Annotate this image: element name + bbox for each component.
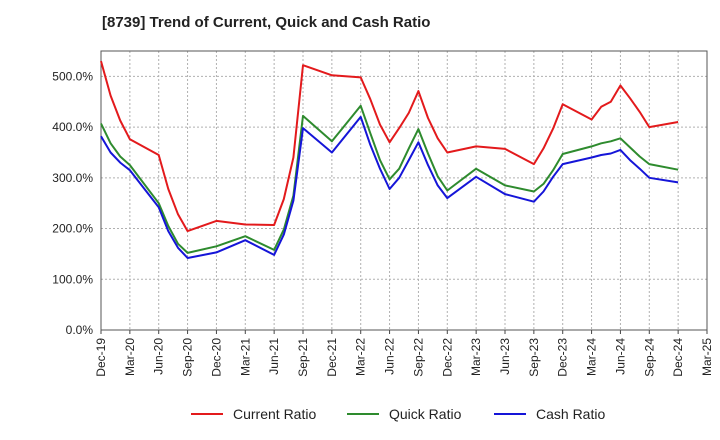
x-tick-label: Mar-23 — [469, 338, 483, 376]
y-tick-label: 300.0% — [52, 171, 93, 185]
x-tick-label: Jun-21 — [267, 338, 281, 375]
x-tick-label: Dec-24 — [671, 338, 685, 377]
x-tick-label: Dec-23 — [556, 338, 570, 377]
x-tick-label: Sep-21 — [296, 338, 310, 377]
x-tick-label: Jun-23 — [498, 338, 512, 375]
legend-label-quick-ratio: Quick Ratio — [389, 406, 462, 422]
x-tick-label: Jun-20 — [152, 338, 166, 375]
legend-label-current-ratio: Current Ratio — [233, 406, 316, 422]
series-lines — [100, 60, 679, 259]
legend-label-cash-ratio: Cash Ratio — [536, 406, 605, 422]
y-tick-label: 200.0% — [52, 222, 93, 236]
x-axis-tick-labels: Dec-19 Mar-20 Jun-20 Sep-20 Dec-20 Mar-21 Jun-… — [94, 338, 714, 377]
x-tick-label: Mar-25 — [700, 338, 714, 376]
plot-frame — [100, 50, 708, 331]
series-line-quick-ratio — [100, 104, 679, 254]
x-tick-label: Mar-22 — [354, 338, 368, 376]
y-tick-label: 0.0% — [66, 323, 94, 337]
y-tick-label: 100.0% — [52, 272, 93, 286]
x-tick-label: Dec-19 — [94, 338, 108, 377]
y-tick-label: 500.0% — [52, 69, 93, 83]
grid-lines — [101, 51, 707, 330]
x-tick-label: Sep-23 — [527, 338, 541, 377]
x-tick-label: Dec-21 — [325, 338, 339, 377]
x-tick-label: Sep-22 — [411, 338, 425, 377]
x-tick-label: Jun-22 — [383, 338, 397, 375]
x-tick-label: Mar-21 — [238, 338, 252, 376]
x-tick-label: Mar-24 — [585, 338, 599, 376]
plot-axes — [100, 50, 708, 334]
x-tick-label: Dec-22 — [440, 338, 454, 377]
x-tick-label: Jun-24 — [613, 338, 627, 375]
legend: Current Ratio Quick Ratio Cash Ratio — [191, 406, 605, 422]
y-tick-label: 400.0% — [52, 120, 93, 134]
x-tick-label: Dec-20 — [209, 338, 223, 377]
y-axis-tick-labels: 0.0% 100.0% 200.0% 300.0% 400.0% 500.0% — [52, 69, 93, 337]
chart-title: [8739] Trend of Current, Quick and Cash … — [102, 14, 431, 31]
series-line-current-ratio — [100, 60, 679, 233]
x-tick-label: Sep-24 — [642, 338, 656, 377]
x-tick-label: Sep-20 — [181, 338, 195, 377]
x-tick-label: Mar-20 — [123, 338, 137, 376]
series-line-cash-ratio — [100, 115, 679, 259]
